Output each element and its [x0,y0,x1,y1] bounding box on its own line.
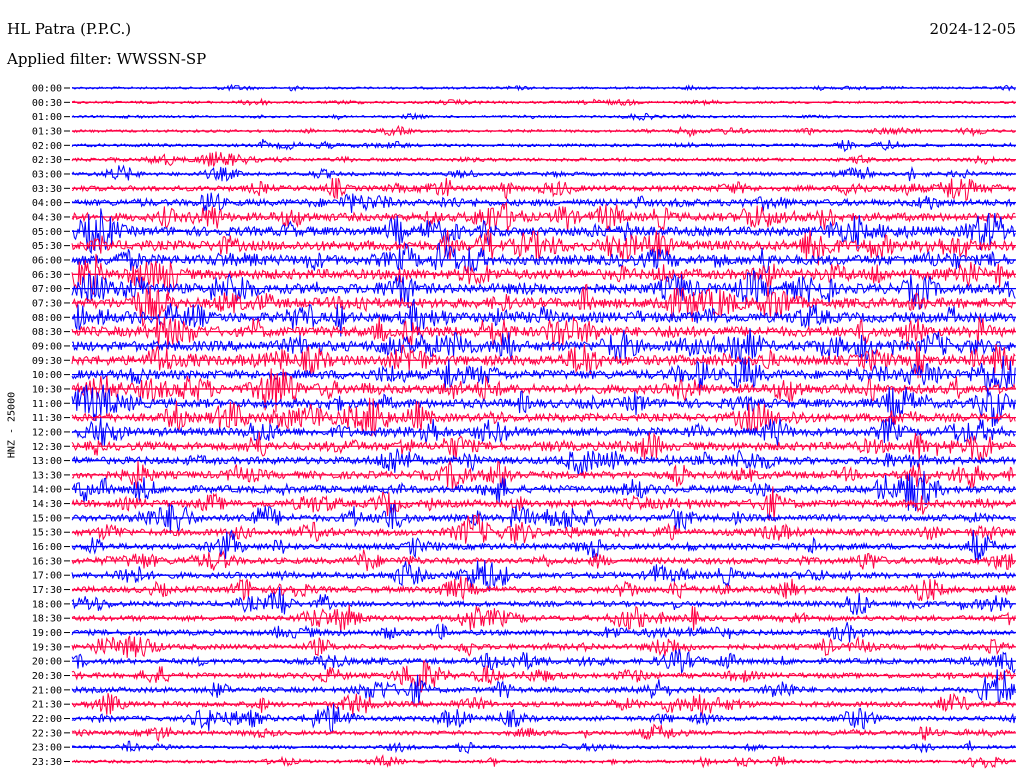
row-time-label: 16:30 [32,556,62,567]
row-time-label: 02:30 [32,155,62,166]
seismic-trace [71,164,1016,182]
row-time-label: 22:30 [32,728,62,739]
row-time-label: 09:00 [32,341,62,352]
row-time-label: 03:30 [32,184,62,195]
row-time-label: 10:00 [32,370,62,381]
seismic-trace [71,228,1016,266]
row-time-label: 16:00 [32,542,62,553]
row-time-label: 06:30 [32,270,62,281]
row-time-label: 08:30 [32,327,62,338]
row-time-label: 19:30 [32,642,62,653]
row-time-label: 04:00 [32,198,62,209]
row-time-label: 11:00 [32,399,62,410]
row-time-label: 19:00 [32,628,62,639]
seismic-trace [71,604,1016,633]
seismic-trace [71,460,1016,491]
row-time-label: 12:30 [32,442,62,453]
seismic-trace [71,177,1016,202]
seismic-trace [71,208,1016,255]
seismic-trace [71,355,1016,392]
seismic-trace [71,635,1016,658]
seismic-trace [71,549,1016,572]
row-time-label: 07:30 [32,298,62,309]
row-time-label: 03:00 [32,169,62,180]
seismic-trace [71,242,1016,275]
seismic-trace [71,503,1016,534]
row-time-label: 05:00 [32,227,62,238]
seismic-trace [71,269,1016,310]
record-date: 2024-12-05 [929,20,1016,38]
seismic-trace [71,417,1016,447]
row-time-label: 23:30 [32,757,62,768]
seismic-trace [71,316,1016,351]
row-time-label: 13:00 [32,456,62,467]
seismic-trace [71,622,1016,643]
row-time-label: 05:30 [32,241,62,252]
row-time-label: 18:30 [32,614,62,625]
row-time-label: 14:00 [32,485,62,496]
row-time-label: 10:30 [32,384,62,395]
row-time-label: 02:00 [32,141,62,152]
row-time-label: 15:30 [32,528,62,539]
row-time-label: 01:00 [32,112,62,123]
row-time-label: 09:30 [32,356,62,367]
row-time-label: 06:00 [32,255,62,266]
row-time-label: 17:00 [32,571,62,582]
row-time-label: 21:00 [32,685,62,696]
seismic-trace [71,669,1016,706]
row-time-label: 17:30 [32,585,62,596]
seismic-trace [71,342,1016,379]
row-time-label: 00:00 [32,84,62,95]
row-time-label: 07:00 [32,284,62,295]
row-time-label: 14:30 [32,499,62,510]
row-time-label: 12:00 [32,427,62,438]
seismic-trace [71,660,1016,693]
row-time-label: 23:00 [32,743,62,754]
station-title: HL Patra (P.P.C.) [7,20,132,38]
trace-layer [71,83,1016,769]
row-time-label: 21:30 [32,700,62,711]
time-label-layer: 00:00 00:30 01:00 01:30 02:00 02:30 03:00 03:30… [32,84,70,768]
filter-label: Applied filter: WWSSN-SP [7,50,207,68]
row-time-label: 20:00 [32,657,62,668]
seismic-trace [72,740,1016,755]
seismic-trace [71,283,1016,327]
row-time-label: 22:00 [32,714,62,725]
seismic-trace [71,586,1016,615]
row-time-label: 04:30 [32,212,62,223]
row-time-label: 13:30 [32,470,62,481]
seismic-trace [71,431,1016,463]
seismic-trace [71,576,1016,602]
row-time-label: 08:00 [32,313,62,324]
row-time-label: 15:00 [32,513,62,524]
seismic-trace [71,397,1016,437]
seismic-trace [71,298,1016,337]
row-time-label: 20:30 [32,671,62,682]
seismic-trace [71,368,1016,412]
row-time-label: 11:30 [32,413,62,424]
seismic-trace [71,328,1016,365]
row-time-label: 18:00 [32,599,62,610]
row-time-label: 01:30 [32,126,62,137]
row-time-label: 00:30 [32,98,62,109]
